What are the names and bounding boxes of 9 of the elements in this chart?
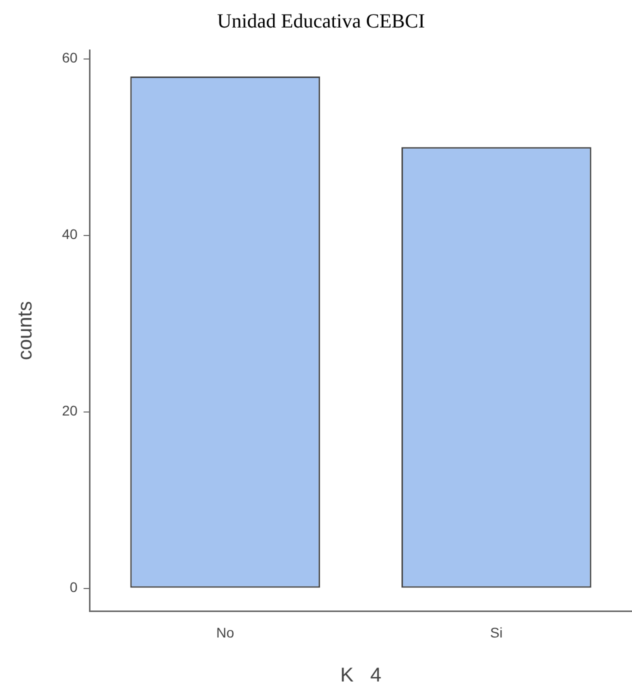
chart-title: Unidad Educativa CEBCI — [217, 10, 425, 32]
x-axis-title: K 4 — [340, 664, 382, 687]
y-tick-label: 0 — [70, 579, 78, 596]
x-tick-label: No — [216, 624, 234, 640]
y-tick-label: 60 — [62, 50, 78, 66]
y-tick-label: 40 — [62, 226, 78, 242]
x-tick-label: Si — [490, 624, 503, 640]
y-axis-title: counts — [14, 301, 37, 360]
y-tick-label: 20 — [62, 402, 78, 419]
